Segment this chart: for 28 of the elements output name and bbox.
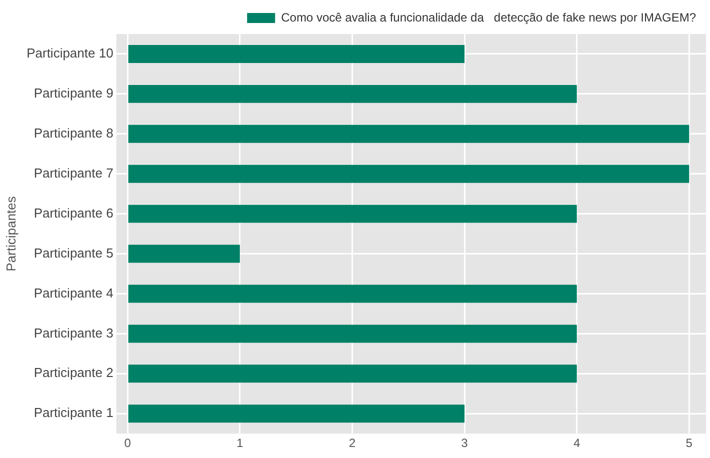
y-tick-label: Participante 1 xyxy=(34,405,114,420)
legend-label: Como você avalia a funcionalidade da detecção de fake news por IMAGEM? xyxy=(281,10,696,24)
bar xyxy=(128,244,240,263)
y-tick-label: Participante 9 xyxy=(34,86,114,101)
bar xyxy=(128,324,577,343)
x-tick-label: 0 xyxy=(124,436,132,450)
y-tick-label: Participante 2 xyxy=(34,365,114,380)
x-tick-label: 3 xyxy=(461,436,468,450)
x-tick-label: 2 xyxy=(348,436,356,450)
y-tick-label: Participante 4 xyxy=(34,285,114,300)
bar xyxy=(128,84,577,103)
bar xyxy=(128,404,465,423)
x-tick-label: 1 xyxy=(236,436,244,450)
y-axis-title: Participantes xyxy=(3,196,18,272)
bar xyxy=(128,364,577,383)
bar xyxy=(128,284,577,303)
bar xyxy=(128,164,690,183)
y-tick-label: Participante 5 xyxy=(34,245,114,260)
y-tick-label: Participante 10 xyxy=(26,46,114,61)
y-tick-label: Participante 3 xyxy=(34,325,114,340)
x-tick-label: 5 xyxy=(686,436,693,450)
bar xyxy=(128,204,577,223)
bar xyxy=(128,124,690,143)
y-tick-label: Participante 7 xyxy=(34,165,114,180)
y-tick-label: Participante 8 xyxy=(34,125,114,140)
y-tick-label: Participante 6 xyxy=(34,205,114,220)
x-tick-label: 4 xyxy=(573,436,580,450)
bar xyxy=(128,44,465,63)
